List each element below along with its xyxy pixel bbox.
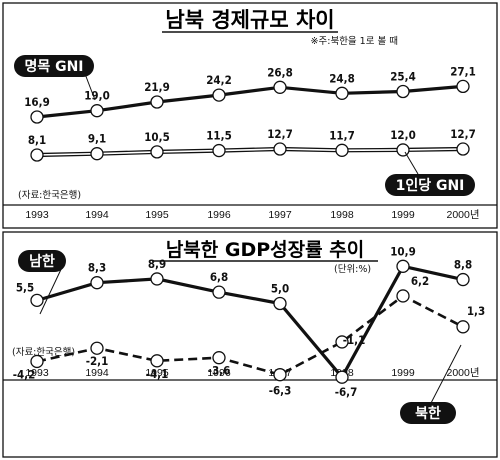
bottom-panel-frame <box>2 231 498 458</box>
per-capita-gni-value-label-2: 10,5 <box>144 130 170 144</box>
bottom-panel-unit: (단위:%) <box>334 263 371 275</box>
nominal-gni-value-label-3: 24,2 <box>206 73 232 87</box>
legend-south-korea: 남한 <box>18 250 66 315</box>
bottom-panel-source: (자료:한국은행) <box>12 346 75 358</box>
x-tick-label-top-7: 2000년 <box>446 209 479 221</box>
north-korea-gdp-value-label-7: 1,3 <box>467 304 485 318</box>
per-capita-gni-point-6 <box>396 143 410 157</box>
x-tick-label-bottom-2: 1995 <box>145 367 169 379</box>
x-tick-label-bottom-7: 2000년 <box>446 367 479 379</box>
per-capita-gni-value-label-5: 11,7 <box>329 128 355 142</box>
north-korea-gdp-value-label-1: -2,1 <box>86 354 109 368</box>
nominal-gni-point-7 <box>456 79 470 94</box>
x-tick-label-bottom-1: 1994 <box>85 367 109 379</box>
nominal-gni-line <box>36 84 464 119</box>
south-korea-gdp-point-5 <box>335 370 349 384</box>
x-tick-label-top-3: 1996 <box>207 209 231 221</box>
north-korea-gdp-point-2 <box>150 354 164 368</box>
per-capita-gni-point-7 <box>456 142 470 156</box>
south-korea-gdp-line <box>36 264 464 381</box>
nominal-gni-value-label-2: 21,9 <box>144 80 170 94</box>
x-tick-label-top-4: 1997 <box>268 209 292 221</box>
south-korea-gdp-value-label-0: 5,5 <box>16 280 34 294</box>
south-korea-gdp-point-4 <box>273 296 287 311</box>
nominal-gni-value-label-5: 24,8 <box>329 71 355 85</box>
nominal-gni-value-label-7: 27,1 <box>450 64 476 78</box>
per-capita-gni-point-3 <box>212 143 226 158</box>
per-capita-gni-point-4 <box>273 142 287 156</box>
north-korea-gdp-point-5 <box>335 335 349 349</box>
per-capita-gni-value-label-6: 12,0 <box>390 128 416 142</box>
x-tick-label-top-2: 1995 <box>145 209 169 221</box>
x-tick-label-bottom-6: 1999 <box>391 367 415 379</box>
x-tick-label-top-5: 1998 <box>330 209 354 221</box>
nominal-gni-point-6 <box>396 84 410 99</box>
north-korea-gdp-value-label-6: 6,2 <box>411 274 429 288</box>
per-capita-gni-point-5 <box>335 143 349 157</box>
legend-north-korea-label: 북한 <box>415 406 441 422</box>
top-panel-subtitle: ※주:북한을 1로 볼 때 <box>311 36 398 47</box>
per-capita-gni-value-label-4: 12,7 <box>267 127 293 141</box>
x-tick-label-top-0: 1993 <box>25 209 49 221</box>
legend-north-korea: 북한 <box>400 344 462 424</box>
legend-nominal-gni: 명목 GNI <box>14 55 96 101</box>
per-capita-gni-line-inner <box>36 148 464 156</box>
north-korea-gdp-point-1 <box>90 341 104 355</box>
north-korea-gdp-point-6 <box>396 289 410 303</box>
south-korea-gdp-point-6 <box>396 259 410 273</box>
south-korea-gdp-value-label-1: 8,3 <box>88 261 106 275</box>
top-panel-source: (자료:한국은행) <box>18 189 81 201</box>
per-capita-gni-point-2 <box>150 145 164 159</box>
nominal-gni-value-label-1: 19,0 <box>84 89 110 103</box>
south-korea-gdp-point-0 <box>30 293 44 308</box>
north-korea-gdp-point-3 <box>212 351 226 365</box>
north-korea-gdp-value-label-3: -3,6 <box>208 364 231 378</box>
north-korea-gdp-point-0 <box>30 354 44 369</box>
x-tick-label-bottom-3: 1996 <box>207 367 231 379</box>
per-capita-gni-value-label-0: 8,1 <box>28 133 46 147</box>
per-capita-gni-value-label-3: 11,5 <box>206 129 232 143</box>
south-korea-gdp-point-3 <box>212 285 226 299</box>
top-panel-frame <box>2 2 498 229</box>
nominal-gni-value-label-4: 26,8 <box>267 65 293 79</box>
nominal-gni-value-label-0: 16,9 <box>24 95 50 109</box>
north-korea-gdp-value-label-4: -6,3 <box>269 384 292 398</box>
north-korea-gdp-line <box>36 294 464 377</box>
x-tick-label-top-1: 1994 <box>85 209 109 221</box>
legend-south-korea-label: 남한 <box>29 253 55 270</box>
nominal-gni-point-5 <box>335 86 349 100</box>
south-korea-gdp-value-label-2: 8,9 <box>148 257 166 271</box>
per-capita-gni-value-label-7: 12,7 <box>450 127 476 141</box>
nominal-gni-point-3 <box>212 88 226 102</box>
nominal-gni-point-1 <box>90 104 104 118</box>
legend-nominal-gni-label: 명목 GNI <box>24 58 83 75</box>
x-tick-label-bottom-0: 1993 <box>25 367 49 379</box>
south-korea-gdp-point-7 <box>456 272 470 287</box>
nominal-gni-point-4 <box>273 80 287 94</box>
north-korea-gdp-point-7 <box>456 320 470 334</box>
north-korea-gdp-point-4 <box>273 368 287 382</box>
south-korea-gdp-value-label-5: -6,7 <box>335 385 358 399</box>
south-korea-gdp-point-1 <box>90 276 104 290</box>
per-capita-gni-value-label-1: 9,1 <box>88 132 106 146</box>
south-korea-gdp-value-label-3: 6,8 <box>210 270 228 284</box>
south-korea-gdp-value-label-6: 10,9 <box>390 244 416 258</box>
top-panel-title: 남북 경제규모 차이 <box>165 8 334 32</box>
nominal-gni-point-2 <box>150 95 164 109</box>
nominal-gni-point-0 <box>30 110 44 124</box>
per-capita-gni-point-0 <box>30 148 44 162</box>
north-korea-gdp-value-label-5: -1,1 <box>343 333 366 347</box>
legend-per-capita-gni: 1인당 GNI <box>385 151 475 196</box>
legend-per-capita-gni-label: 1인당 GNI <box>396 177 465 194</box>
south-korea-gdp-value-label-4: 5,0 <box>271 282 289 296</box>
south-korea-gdp-value-label-7: 8,8 <box>454 258 472 272</box>
bottom-panel-title: 남북한 GDP성장률 추이 <box>166 239 364 261</box>
north-korea-gdp-value-label-0: -4,2 <box>13 367 36 381</box>
per-capita-gni-point-1 <box>90 147 104 161</box>
south-korea-gdp-point-2 <box>150 272 164 286</box>
nominal-gni-value-label-6: 25,4 <box>390 70 416 84</box>
x-tick-label-top-6: 1999 <box>391 209 415 221</box>
north-korea-gdp-value-label-2: -4,1 <box>146 367 169 381</box>
